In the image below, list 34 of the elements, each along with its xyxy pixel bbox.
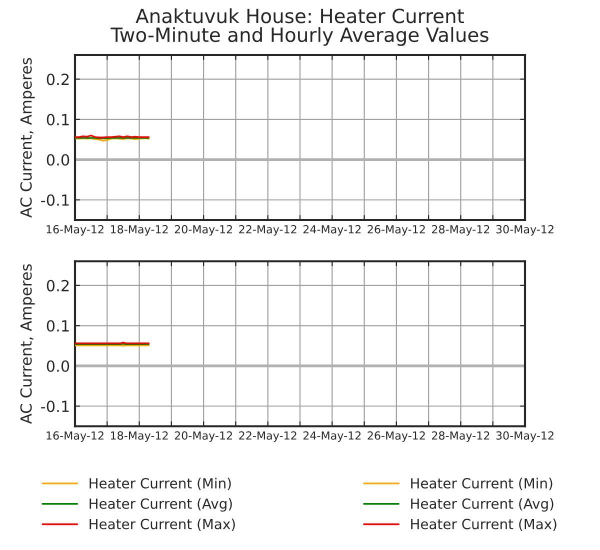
x-tick-label: 24-May-12 bbox=[303, 225, 361, 236]
x-tick-label: 30-May-12 bbox=[496, 431, 554, 442]
x-tick-label: 26-May-12 bbox=[368, 225, 425, 236]
y-tick-label: -0.1 bbox=[41, 194, 69, 206]
x-tick-label: 22-May-12 bbox=[239, 431, 296, 442]
y-tick-label: 0.2 bbox=[46, 280, 69, 292]
legend-label: Heater Current (Avg) bbox=[90, 498, 232, 512]
x-tick-label: 28-May-12 bbox=[432, 225, 490, 236]
y-tick-label: 0.2 bbox=[46, 74, 69, 86]
x-tick-label: 18-May-12 bbox=[110, 431, 168, 442]
legend-label: Heater Current (Avg) bbox=[411, 498, 554, 512]
x-tick-label: 18-May-12 bbox=[110, 225, 168, 236]
x-tick-label: 16-May-12 bbox=[46, 225, 104, 236]
legend-label: Heater Current (Max) bbox=[90, 518, 235, 531]
x-tick-label: 22-May-12 bbox=[239, 225, 296, 236]
y-tick-label: 0.1 bbox=[46, 114, 69, 126]
y-tick-label: 0.1 bbox=[46, 320, 69, 332]
chart-subtitle: Two-Minute and Hourly Average Values bbox=[110, 27, 488, 46]
x-tick-label: 28-May-12 bbox=[432, 431, 490, 442]
y-tick-label: 0.0 bbox=[46, 154, 70, 166]
legend-label: Heater Current (Min) bbox=[90, 478, 231, 490]
y-tick-label: 0.0 bbox=[46, 360, 70, 372]
legend-label: Heater Current (Max) bbox=[411, 518, 556, 531]
x-tick-label: 24-May-12 bbox=[303, 431, 361, 442]
y-axis-title: AC Current, Amperes bbox=[20, 58, 35, 218]
chart-title: Anaktuvuk House: Heater Current bbox=[136, 8, 464, 24]
x-tick-label: 16-May-12 bbox=[46, 431, 104, 442]
x-tick-label: 26-May-12 bbox=[368, 431, 425, 442]
x-tick-label: 20-May-12 bbox=[174, 431, 232, 442]
legend-label: Heater Current (Min) bbox=[411, 478, 552, 490]
x-tick-label: 30-May-12 bbox=[496, 225, 554, 236]
y-tick-label: -0.1 bbox=[41, 400, 69, 412]
x-tick-label: 20-May-12 bbox=[174, 225, 232, 236]
y-axis-title: AC Current, Amperes bbox=[20, 264, 35, 424]
